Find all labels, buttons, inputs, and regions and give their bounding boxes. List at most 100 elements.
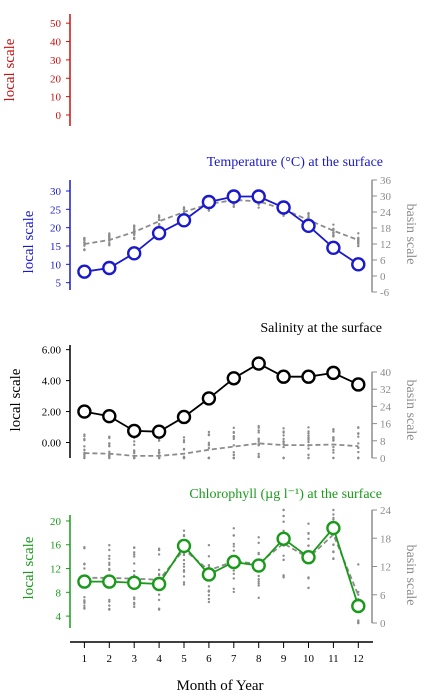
local-point [77,574,92,589]
left-tick-label: 12 [50,564,61,576]
local-point [276,531,291,546]
basin-dot [332,232,335,236]
basin-dot [207,600,211,604]
basin-dot [108,442,111,445]
basin-dot [207,433,211,436]
temperature-left-axis: 5 10 15 20 25 30 [50,180,71,290]
basin-dot [83,606,86,609]
basin-dot [108,435,111,439]
basin-dot [207,594,211,597]
salinity-series [77,356,366,457]
basin-dot [257,452,260,456]
local-point [351,257,366,272]
x-tick-label: 1 [82,653,88,665]
chlorophyll-right-axis: 0 6 12 18 24 [371,505,392,630]
basin-dot [133,440,136,443]
basin-dot [232,456,235,460]
x-axis-label: Month of Year [176,678,263,694]
basin-dot [108,563,111,567]
left-tick-label: 6.00 [42,345,62,357]
basin-dot [157,218,161,221]
left-tick-label: 2.00 [42,407,62,419]
basin-dot [133,443,136,447]
basin-dot [157,456,161,460]
basin-dot [207,209,211,212]
right-tick-label: 0 [380,618,386,630]
basin-dot [232,542,235,546]
local-point [351,598,366,614]
basin-dot [307,532,310,535]
basin-dot [232,527,235,530]
basin-dot [108,445,111,448]
basin-dot [357,426,360,430]
salinity-right-axis: 0 8 16 24 32 40 [371,367,392,465]
basin-dot [207,585,211,588]
chlorophyll-right-axis-label: basin scale [403,544,418,605]
local-point [276,369,291,384]
basin-dot [332,436,335,439]
basin-dot [332,518,335,521]
basin-dot [108,557,111,561]
local-point [201,391,217,406]
basin-dot [133,555,136,558]
x-tick-label: 5 [181,653,187,665]
basin-dot [157,450,161,454]
basin-dot [182,552,186,556]
basin-dot [83,563,86,566]
top-left-tick-label: 20 [50,73,62,85]
x-tick-label: 3 [131,653,137,665]
basin-dot [232,590,235,594]
basin-dot [332,430,335,433]
right-tick-label: 24 [380,401,392,413]
basin-dot [357,244,360,248]
chlorophyll-basin-scatter [83,508,360,625]
temperature-right-axis: -6 0 6 12 18 24 30 36 [371,175,392,299]
basin-dot [133,603,136,606]
basin-dot [332,508,335,512]
basin-dot [108,236,111,240]
basin-dot [108,567,111,571]
right-tick-label: 8 [380,436,386,448]
basin-dot [282,529,285,533]
basin-dot [207,456,211,460]
local-point [251,356,266,371]
chlorophyll-panel-title: Chlorophyll (µg l⁻¹) at the surface [189,487,382,502]
basin-dot [357,442,360,445]
basin-dot [232,426,235,430]
basin-dot [83,439,86,442]
x-tick-label: 10 [303,653,315,665]
x-tick-label: 7 [231,653,237,665]
basin-dot [257,582,260,585]
left-tick-label: 20 [50,516,62,528]
basin-dot [108,232,111,235]
left-tick-label: 0.00 [42,438,62,450]
basin-dot [157,598,161,602]
basin-dot [332,428,335,432]
basin-dot [257,455,260,459]
temperature-panel: Temperature (°C) at the surface local sc… [21,155,418,299]
basin-dot [357,563,360,566]
basin-dot [307,434,310,437]
local-point [102,409,117,424]
basin-dot [232,572,235,576]
left-tick-label: 10 [50,259,62,271]
basin-dot [232,434,235,438]
basin-dot [257,596,260,600]
basin-dot [157,216,161,219]
basin-dot [133,224,136,227]
local-point [151,576,167,592]
local-point [251,189,266,204]
basin-dot [332,550,335,553]
temperature-right-axis-label: basin scale [403,203,418,264]
basin-dot [83,445,86,448]
basin-dot [157,448,161,452]
x-axis: 1 2 3 4 5 6 7 8 9 10 11 12 Month of Year [70,641,373,694]
salinity-panel: Salinity at the surface local scale basi… [8,321,418,465]
left-tick-label: 15 [50,241,62,253]
basin-dot [133,596,136,599]
basin-dot [282,434,285,437]
chlorophyll-left-axis: 4 8 12 16 20 [50,515,71,628]
top-left-tick-label: 40 [50,37,62,49]
local-point [176,409,192,425]
